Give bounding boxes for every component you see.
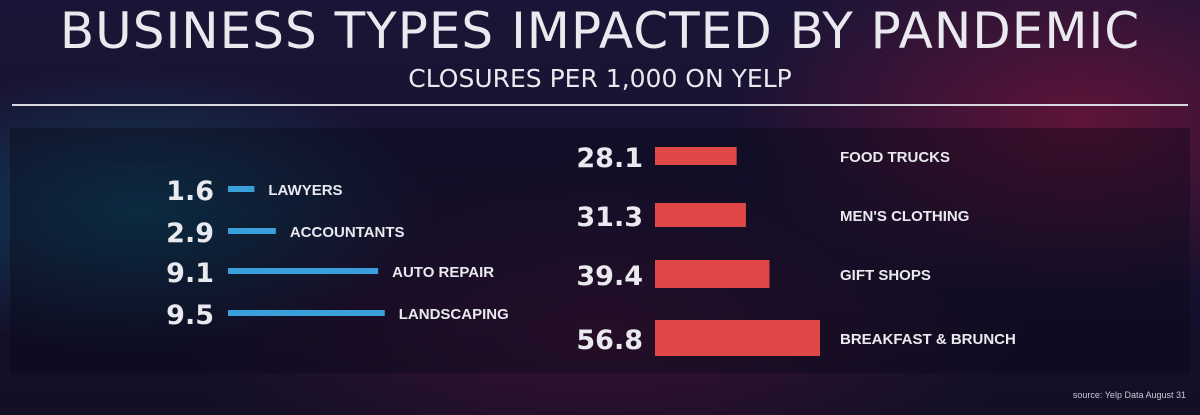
chart-panel [10, 128, 1190, 373]
value-label: 31.3 [576, 202, 643, 233]
bar [228, 310, 385, 316]
title-divider [12, 104, 1188, 106]
bar [228, 268, 379, 274]
category-label: GIFT SHOPS [840, 267, 931, 284]
bar [655, 203, 746, 227]
category-label: BREAKFAST & BRUNCH [840, 331, 1016, 348]
value-label: 1.6 [166, 176, 214, 207]
bar [228, 186, 255, 192]
value-label: 28.1 [576, 143, 643, 174]
bar [655, 320, 820, 356]
bar [228, 228, 276, 234]
value-label: 39.4 [576, 261, 643, 292]
chart-title: BUSINESS TYPES IMPACTED BY PANDEMIC [59, 2, 1141, 60]
value-label: 56.8 [576, 325, 643, 356]
chart-subtitle: CLOSURES PER 1,000 ON YELP [408, 64, 792, 93]
bar [655, 147, 737, 165]
source-note: source: Yelp Data August 31 [1072, 390, 1186, 400]
value-label: 9.1 [166, 258, 214, 289]
category-label: LANDSCAPING [399, 306, 509, 323]
value-label: 9.5 [166, 300, 214, 331]
category-label: MEN'S CLOTHING [840, 208, 969, 225]
bar [655, 260, 770, 288]
value-label: 2.9 [166, 218, 214, 249]
category-label: ACCOUNTANTS [290, 224, 405, 241]
category-label: AUTO REPAIR [392, 264, 494, 281]
category-label: FOOD TRUCKS [840, 149, 950, 166]
category-label: LAWYERS [268, 182, 342, 199]
